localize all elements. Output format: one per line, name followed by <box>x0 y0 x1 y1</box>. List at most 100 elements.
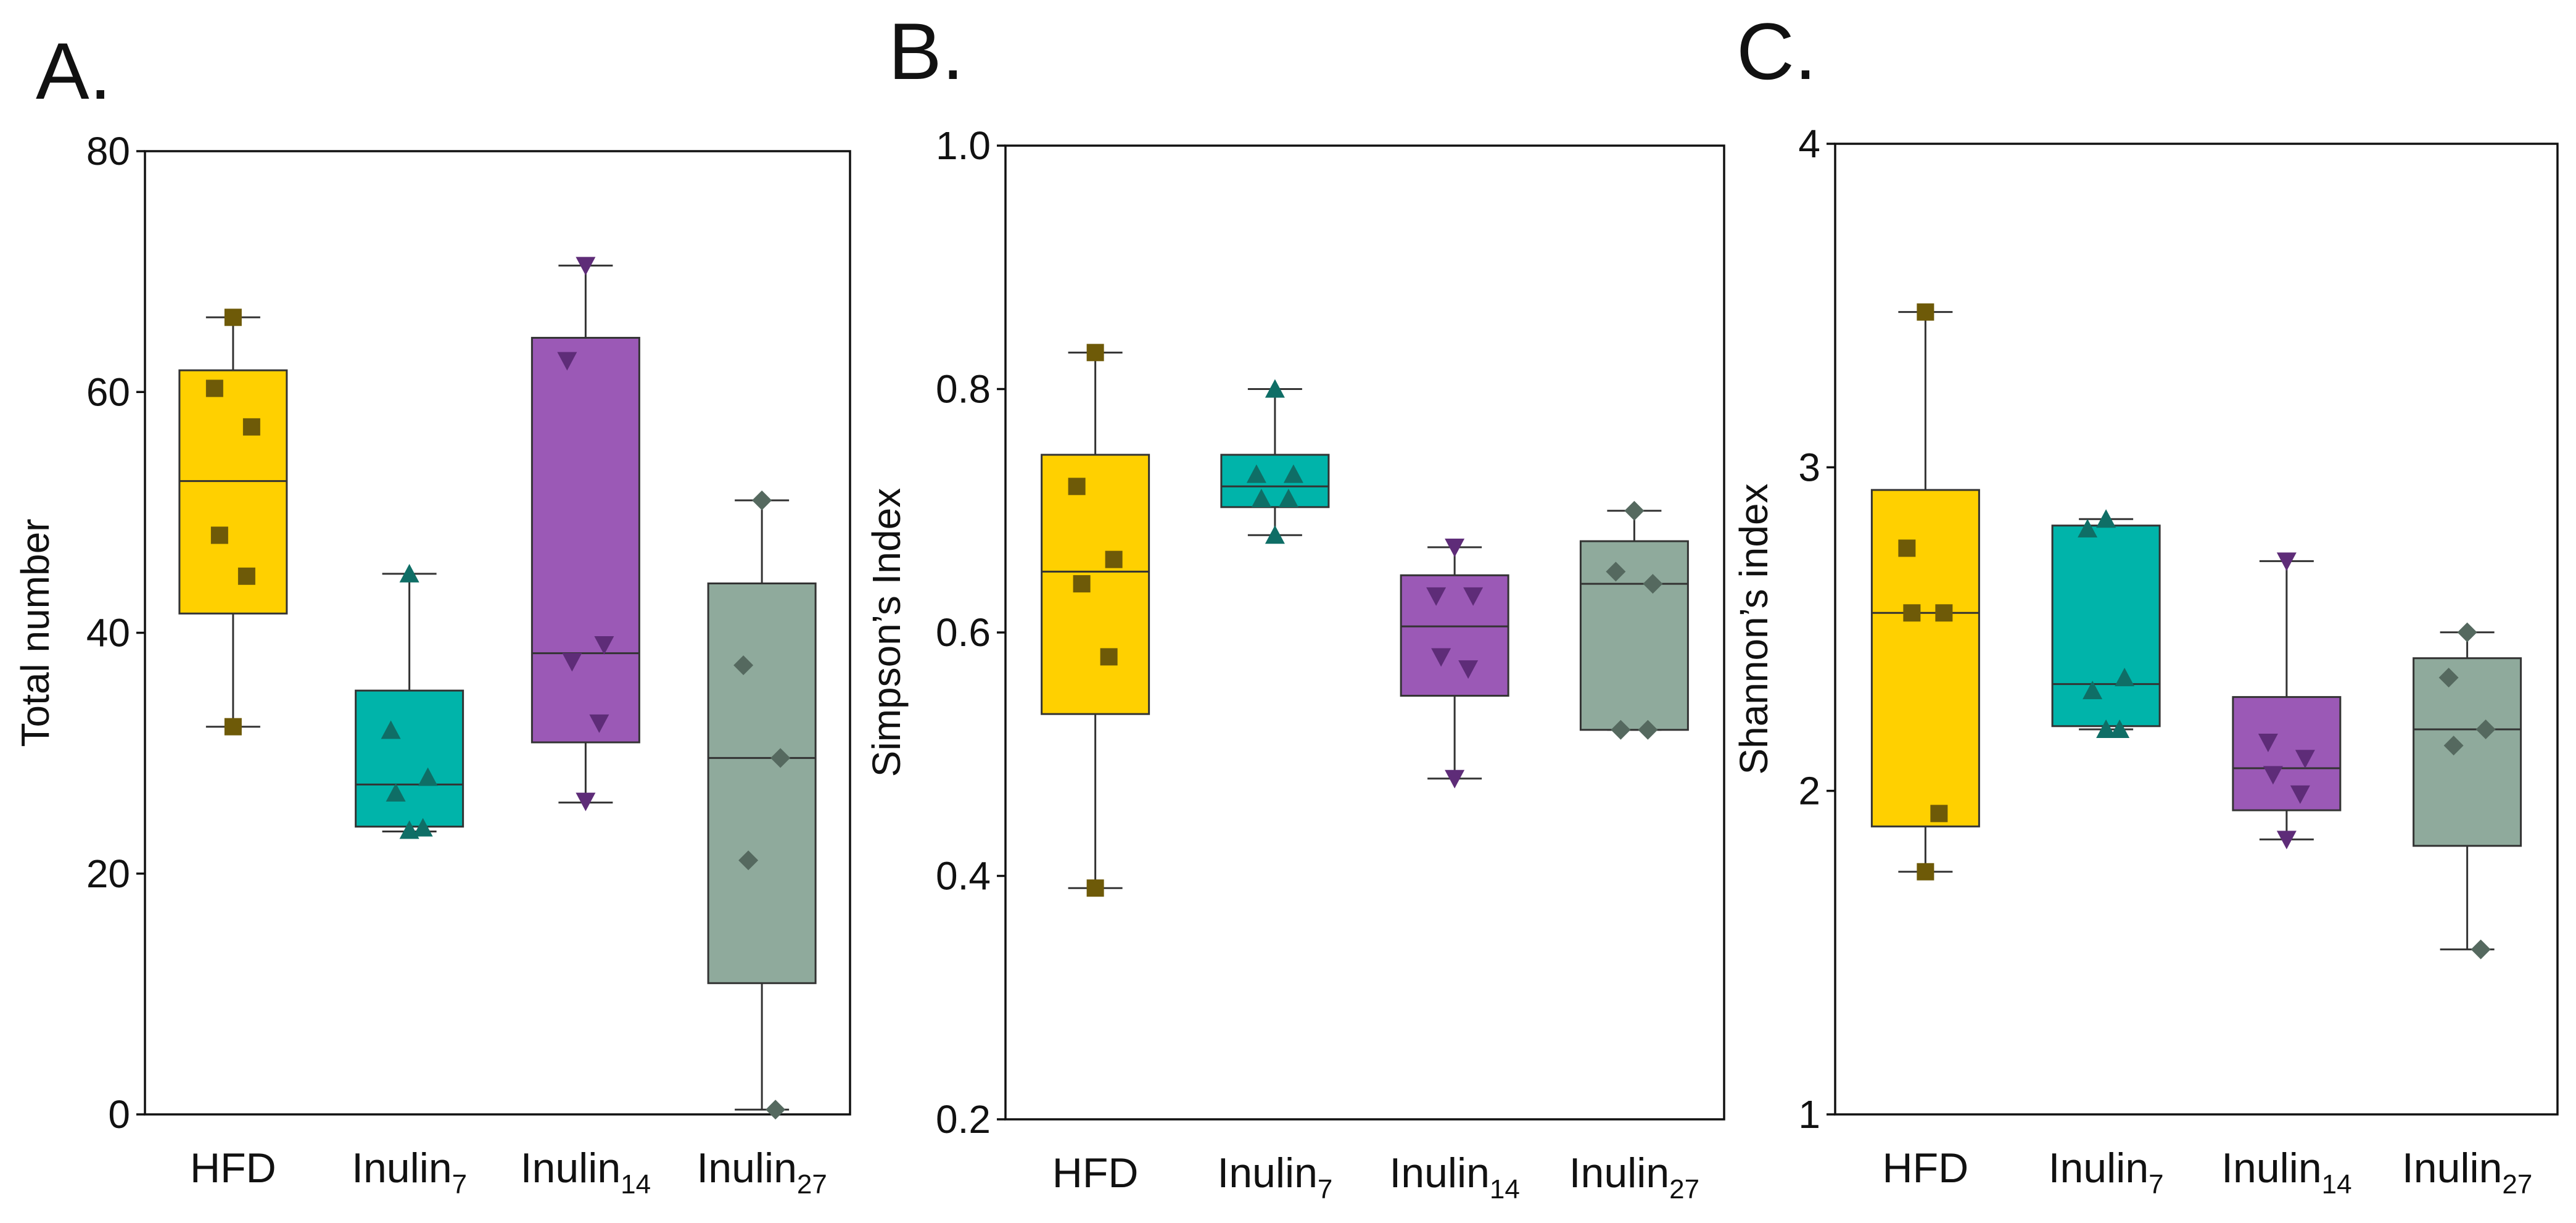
data-point <box>562 653 582 672</box>
y-tick-label: 0.6 <box>936 610 991 655</box>
panel-1: A. 0 20 40 60 80 Total number HFD Inulin7 Inulin1… <box>13 26 851 1200</box>
data-point <box>576 257 596 276</box>
y-tick-label: 1.0 <box>936 123 991 168</box>
data-point <box>2258 734 2278 753</box>
y-axis-label: Simpson’s Index <box>864 488 909 777</box>
box-group-inulin7 <box>1220 379 1330 544</box>
panel-letter: C. <box>1736 6 1817 96</box>
y-tick-label: 80 <box>86 129 130 173</box>
data-point <box>1917 863 1934 881</box>
data-point <box>205 379 223 397</box>
data-point <box>242 418 260 436</box>
data-point <box>2471 939 2491 960</box>
data-point <box>1086 344 1104 362</box>
data-point <box>1935 604 1953 622</box>
panel-3: C. 1 2 3 4 Shannon’s index HFD Inulin7 Inulin14 I… <box>1732 6 2559 1200</box>
data-point <box>1068 478 1086 495</box>
data-point <box>399 563 419 582</box>
data-point <box>224 309 242 326</box>
data-point <box>1265 379 1285 398</box>
iqr-box <box>1041 454 1150 715</box>
iqr-box <box>2232 696 2342 811</box>
data-point <box>1624 500 1645 521</box>
data-point <box>594 636 614 655</box>
x-category-label: Inulin14 <box>1389 1150 1520 1204</box>
iqr-box <box>178 369 288 615</box>
y-tick-label: 2 <box>1798 769 1820 813</box>
data-point <box>1638 719 1658 740</box>
y-tick-label: 0.2 <box>936 1097 991 1142</box>
data-point <box>1278 489 1298 508</box>
data-point <box>1643 574 1663 594</box>
y-tick-label: 60 <box>86 370 130 414</box>
data-point <box>2096 509 2116 528</box>
iqr-box <box>1220 454 1330 508</box>
box-group-inulin7 <box>2051 509 2161 739</box>
x-category-label: Inulin27 <box>1569 1150 1700 1204</box>
data-point <box>2263 766 2283 785</box>
data-point <box>1251 489 1271 508</box>
y-tick-label: 0.4 <box>936 854 991 898</box>
data-point <box>210 526 228 544</box>
data-point <box>386 783 406 802</box>
data-point <box>733 655 754 676</box>
data-point <box>1431 648 1451 667</box>
data-point <box>2290 785 2310 804</box>
data-point <box>2438 668 2459 688</box>
x-category-label: HFD <box>1882 1145 1968 1192</box>
panel-letter: B. <box>888 6 964 96</box>
data-point <box>1246 464 1266 483</box>
x-category-label: Inulin7 <box>2049 1145 2164 1200</box>
plot-frame <box>1834 143 2559 1116</box>
iqr-box <box>355 689 464 828</box>
data-point <box>413 818 433 837</box>
data-point <box>2475 719 2496 740</box>
y-tick-label: 40 <box>86 611 130 655</box>
data-point <box>738 850 759 871</box>
data-point <box>576 792 596 811</box>
data-point <box>752 490 772 510</box>
x-category-label: HFD <box>1052 1150 1139 1196</box>
iqr-box <box>2051 524 2161 728</box>
x-category-label: HFD <box>190 1145 276 1192</box>
data-point <box>770 748 791 768</box>
y-axis-label: Total number <box>13 519 57 747</box>
y-tick-label: 20 <box>86 852 130 896</box>
data-point <box>399 820 419 839</box>
panel-2: B. 0.2 0.4 0.6 0.8 1.0 Simpson’s Index HFD Inuli… <box>864 6 1725 1204</box>
panel-letter: A. <box>36 26 112 116</box>
data-point <box>418 767 438 786</box>
data-point <box>2083 681 2103 700</box>
data-point <box>224 718 242 736</box>
data-point <box>589 714 609 733</box>
data-point <box>2457 622 2477 642</box>
data-point <box>766 1100 786 1120</box>
data-point <box>1917 303 1934 321</box>
data-point <box>1086 879 1104 897</box>
y-tick-label: 0.8 <box>936 367 991 412</box>
box-group-inulin7 <box>355 563 464 839</box>
data-point <box>1283 464 1303 483</box>
iqr-box <box>1400 574 1509 697</box>
data-point <box>2096 719 2116 739</box>
y-tick-label: 4 <box>1798 122 1820 166</box>
box-group-inulin14 <box>2232 552 2342 850</box>
data-point <box>1458 660 1479 679</box>
data-point <box>2115 668 2135 687</box>
data-point <box>1445 538 1465 557</box>
x-category-label: Inulin7 <box>352 1145 467 1200</box>
box-group-hfd <box>1041 344 1150 897</box>
y-axis-label: Shannon’s index <box>1732 483 1776 774</box>
iqr-box <box>707 582 817 984</box>
data-point <box>2078 518 2098 537</box>
x-category-label: Inulin27 <box>696 1145 827 1200</box>
data-point <box>557 352 577 371</box>
box-group-inulin27 <box>1579 500 1689 740</box>
data-point <box>2443 736 2464 756</box>
box-group-inulin27 <box>2413 622 2522 960</box>
box-group-inulin14 <box>530 257 640 811</box>
data-point <box>1611 719 1631 740</box>
x-category-label: Inulin14 <box>2221 1145 2352 1200</box>
data-point <box>1445 769 1465 789</box>
